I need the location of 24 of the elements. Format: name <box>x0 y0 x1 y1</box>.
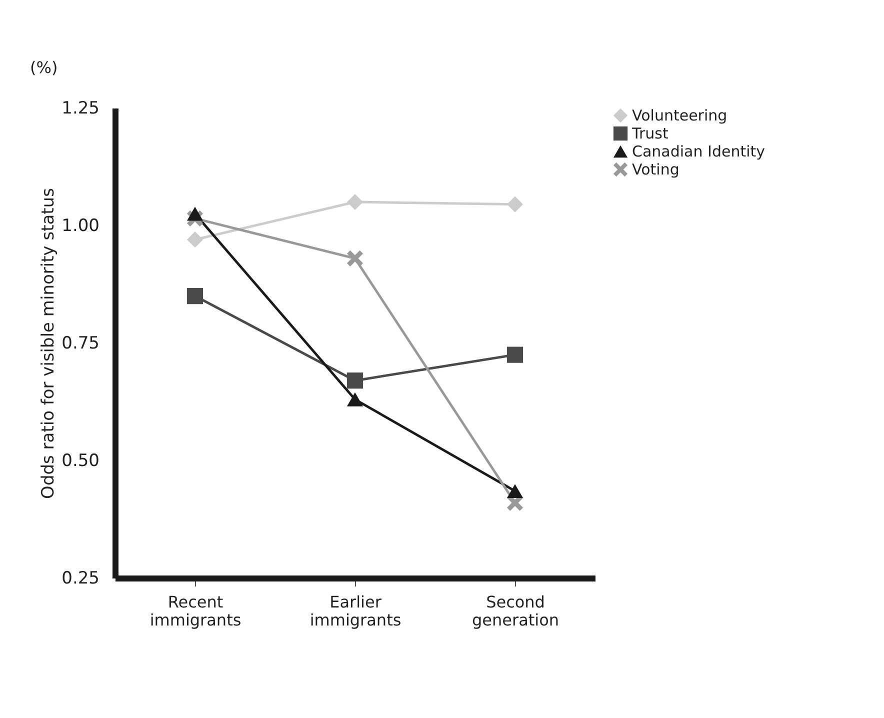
legend-label: Trust <box>631 124 668 142</box>
x-tick-label: Second generation <box>472 592 560 630</box>
y-axis-title: Odds ratio for visible minority status <box>38 188 59 499</box>
legend-label: Canadian Identity <box>632 142 766 160</box>
point <box>346 250 364 266</box>
point <box>186 232 204 248</box>
point <box>506 484 524 498</box>
point <box>506 346 524 363</box>
point <box>186 288 204 304</box>
y-tick-label: 0.25 <box>62 568 100 588</box>
x-tick-label: Earlier immigrants <box>310 592 402 630</box>
x-tick-label: Recent immigrants <box>150 592 242 630</box>
point <box>346 194 364 210</box>
legend-label: Volunteering <box>632 106 728 124</box>
point <box>346 392 364 406</box>
text: (%) <box>30 58 58 77</box>
legend-label: Voting <box>632 160 680 178</box>
y-tick-label: 1.00 <box>62 216 100 236</box>
point <box>186 206 204 221</box>
y-tick-label: 1.25 <box>62 98 100 118</box>
y-tick-label: 0.50 <box>62 451 100 471</box>
point <box>346 372 364 389</box>
y-tick-label: 0.75 <box>62 334 100 354</box>
point <box>506 196 524 212</box>
